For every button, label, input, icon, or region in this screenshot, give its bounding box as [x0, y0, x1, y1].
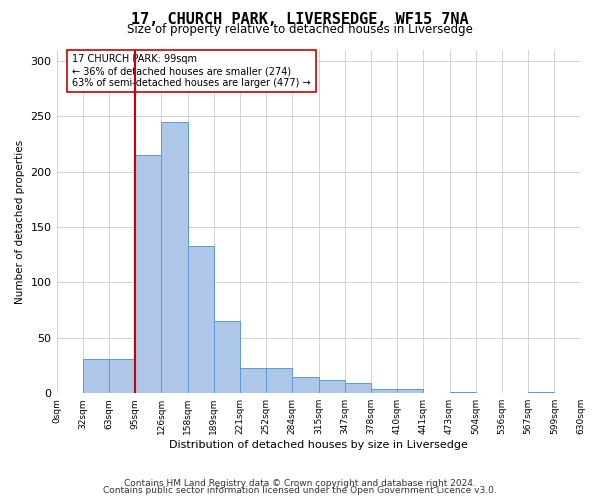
Bar — [528, 392, 554, 393]
Text: 17, CHURCH PARK, LIVERSEDGE, WF15 7NA: 17, CHURCH PARK, LIVERSEDGE, WF15 7NA — [131, 12, 469, 28]
Bar — [292, 376, 319, 393]
Bar — [319, 380, 345, 393]
Bar — [397, 389, 424, 393]
Y-axis label: Number of detached properties: Number of detached properties — [15, 140, 25, 304]
Bar — [214, 321, 240, 393]
Bar — [449, 392, 476, 393]
Bar — [371, 389, 397, 393]
Bar — [345, 383, 371, 393]
Bar — [188, 246, 214, 393]
Bar — [83, 359, 109, 393]
X-axis label: Distribution of detached houses by size in Liversedge: Distribution of detached houses by size … — [169, 440, 468, 450]
Bar — [240, 368, 266, 393]
Bar — [109, 359, 135, 393]
Text: 17 CHURCH PARK: 99sqm
← 36% of detached houses are smaller (274)
63% of semi-det: 17 CHURCH PARK: 99sqm ← 36% of detached … — [72, 54, 311, 88]
Text: Size of property relative to detached houses in Liversedge: Size of property relative to detached ho… — [127, 22, 473, 36]
Text: Contains public sector information licensed under the Open Government Licence v3: Contains public sector information licen… — [103, 486, 497, 495]
Bar — [135, 155, 161, 393]
Bar — [266, 368, 292, 393]
Text: Contains HM Land Registry data © Crown copyright and database right 2024.: Contains HM Land Registry data © Crown c… — [124, 478, 476, 488]
Bar — [161, 122, 188, 393]
